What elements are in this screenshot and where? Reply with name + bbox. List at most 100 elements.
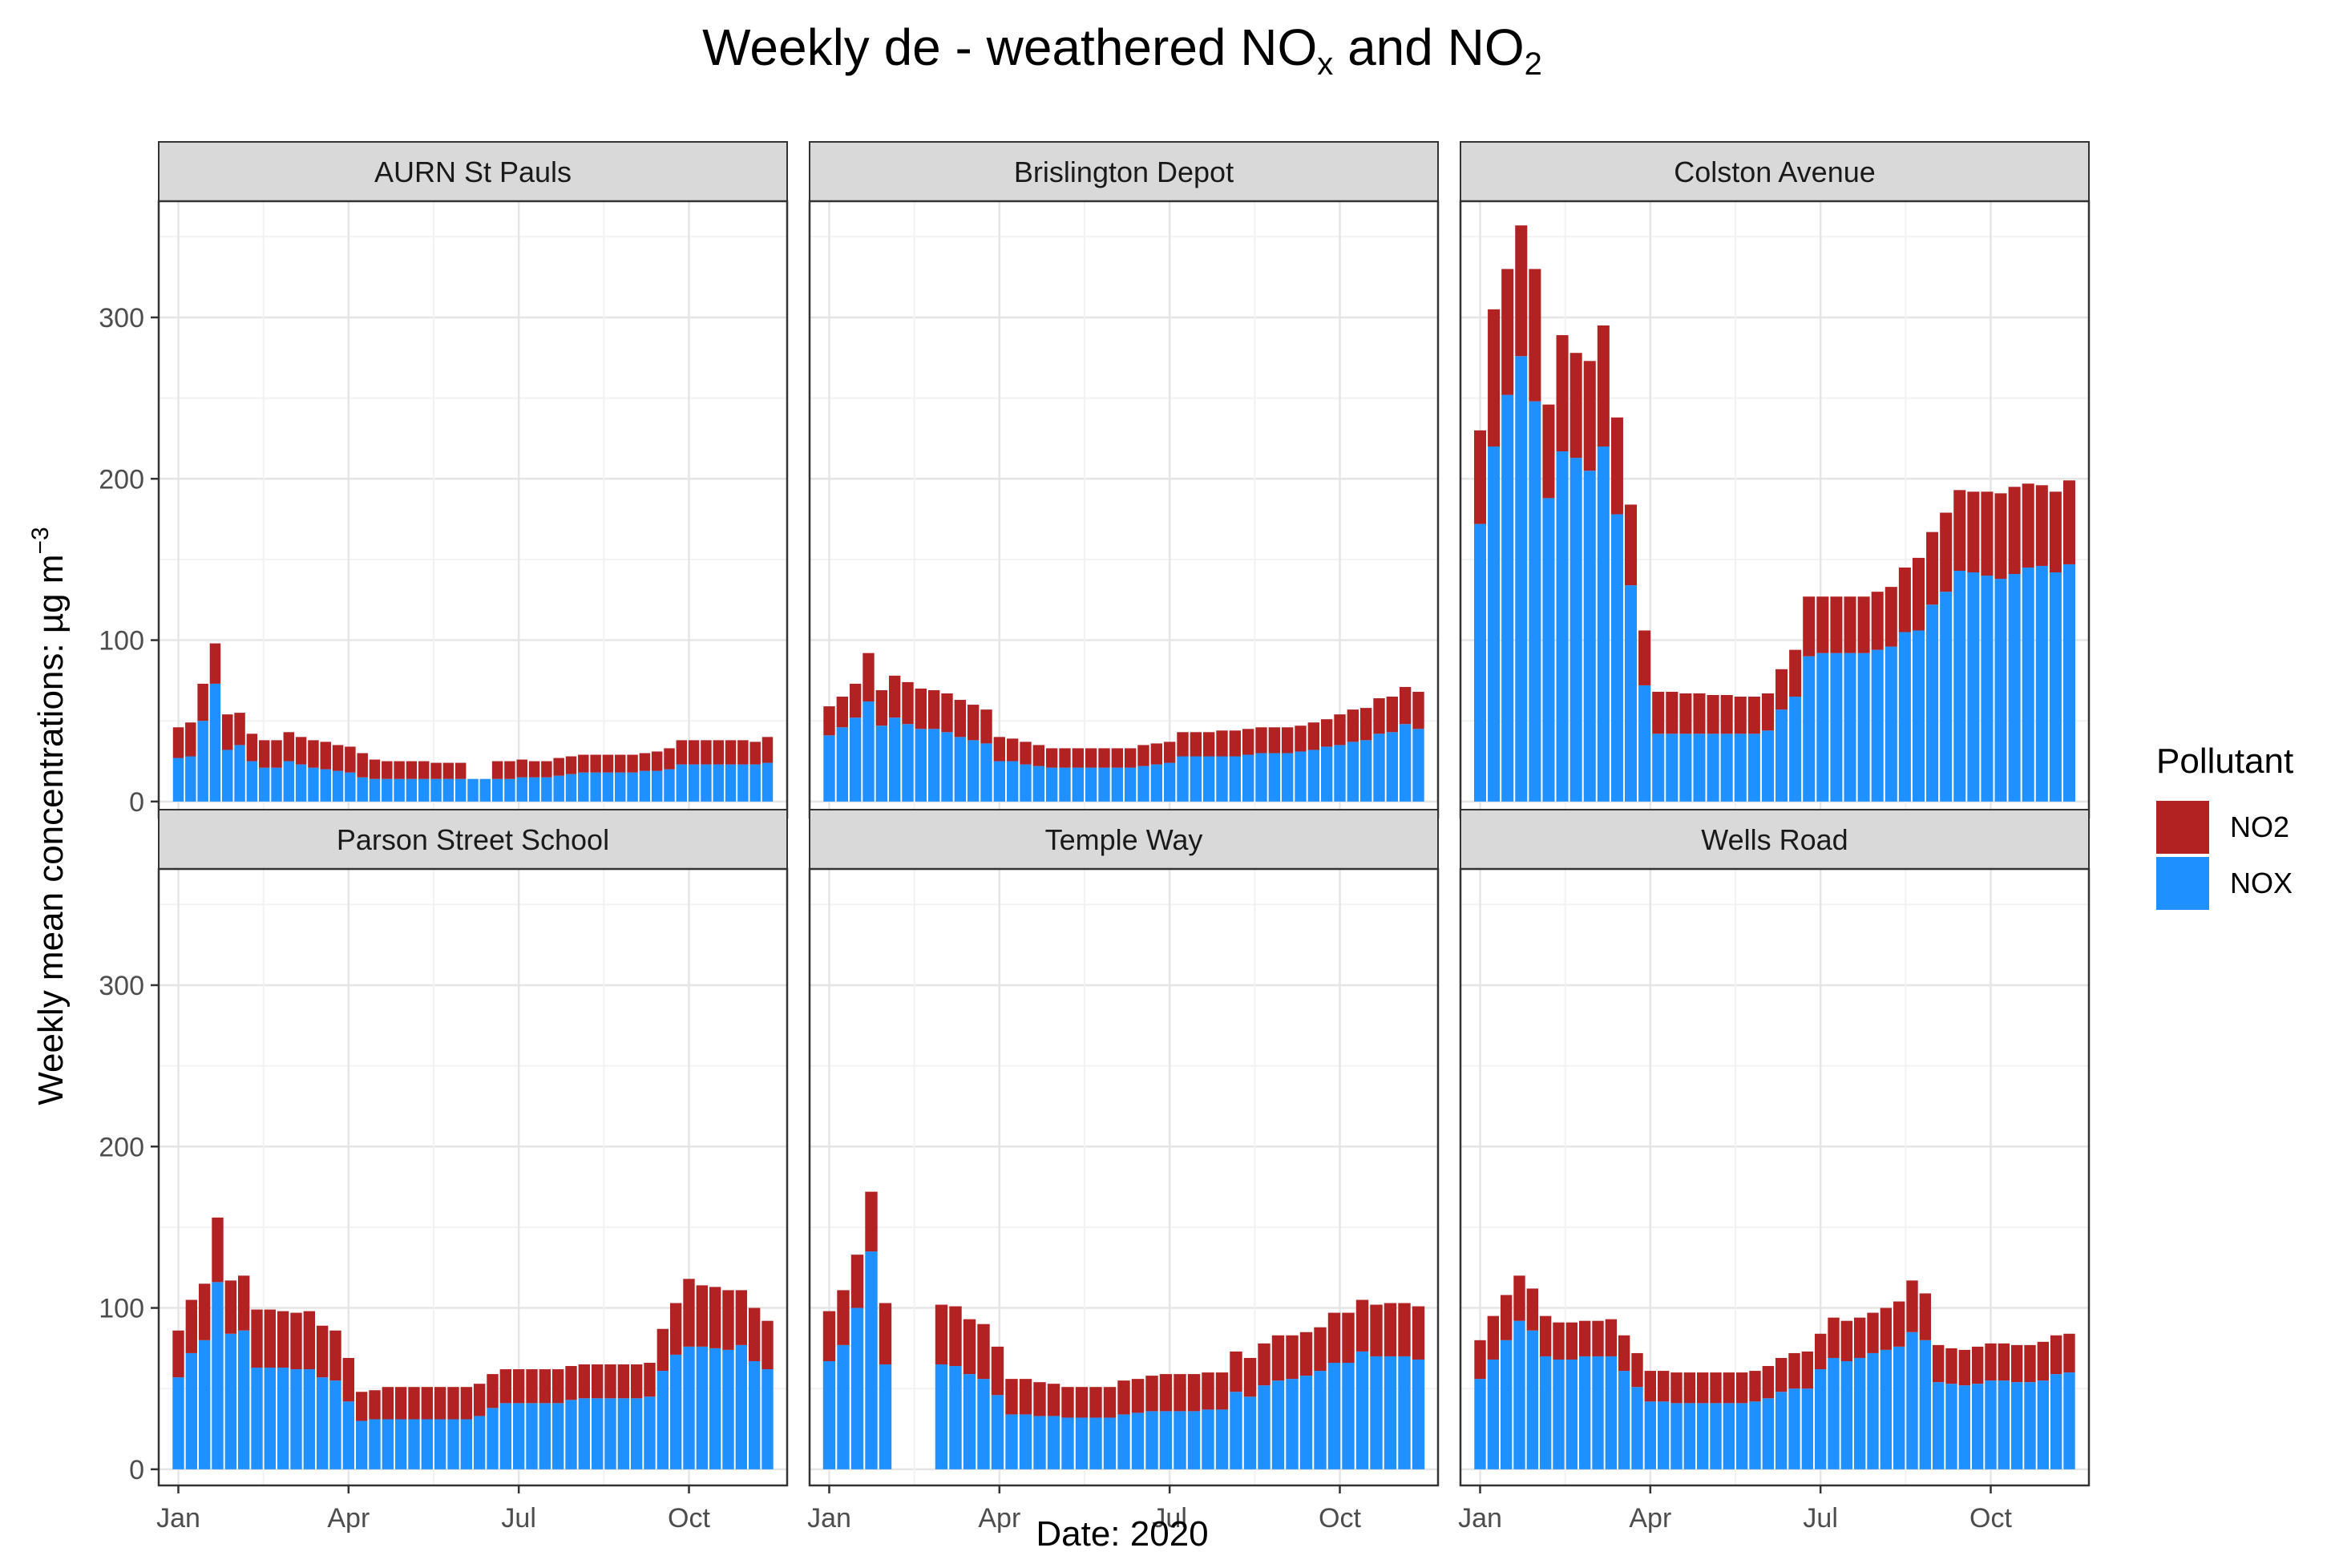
bar-no2	[1281, 727, 1294, 754]
bar-no2	[1334, 714, 1346, 746]
bar-no2	[1059, 748, 1071, 768]
bar-nox	[499, 1403, 512, 1469]
bar-nox	[1020, 764, 1032, 802]
bar-no2	[735, 1290, 748, 1345]
bar-nox	[578, 772, 589, 802]
bar-nox	[237, 1330, 250, 1469]
bar-no2	[1268, 727, 1281, 754]
bar-nox	[664, 769, 675, 802]
bar-no2	[454, 762, 467, 779]
bar-nox	[1271, 1380, 1285, 1469]
bar-no2	[185, 1299, 198, 1353]
bar-nox	[1006, 761, 1019, 802]
bar-nox	[1735, 1403, 1748, 1469]
bar-nox	[2037, 1380, 2050, 1469]
bar-no2	[473, 1384, 486, 1416]
bar-nox	[526, 1403, 538, 1469]
bar-no2	[1926, 531, 1939, 605]
bar-nox	[1314, 1371, 1327, 1469]
bar-nox	[713, 764, 724, 802]
bar-no2	[1075, 1387, 1089, 1418]
bar-no2	[1592, 1320, 1604, 1356]
bar-nox	[460, 1419, 473, 1469]
bar-nox	[676, 764, 688, 802]
bar-no2	[1912, 557, 1925, 631]
bar-nox	[2050, 1374, 2062, 1469]
bar-no2	[1474, 1340, 1486, 1380]
bar-nox	[1045, 767, 1058, 802]
bar-nox	[1327, 1363, 1341, 1469]
bar-nox	[382, 1419, 394, 1469]
bar-nox	[1844, 653, 1856, 802]
bar-no2	[1803, 596, 1816, 657]
bar-nox	[551, 1403, 564, 1469]
bar-no2	[539, 1369, 551, 1404]
bar-nox	[879, 1364, 892, 1469]
bar-no2	[1569, 353, 1582, 459]
bar-nox	[1710, 1403, 1722, 1469]
bar-nox	[1216, 756, 1228, 802]
bar-nox	[394, 778, 405, 802]
bar-no2	[1597, 325, 1610, 447]
bar-no2	[664, 748, 675, 770]
bar-no2	[332, 745, 344, 771]
bar-no2	[1295, 725, 1307, 752]
bar-nox	[1098, 767, 1110, 802]
bar-no2	[1307, 722, 1320, 750]
x-tick-label: Jan	[807, 1503, 851, 1534]
bar-nox	[850, 1307, 864, 1469]
bar-no2	[617, 1364, 630, 1399]
y-tick-label: 100	[99, 626, 144, 657]
bar-nox	[1578, 1356, 1591, 1469]
bar-no2	[418, 761, 430, 779]
bar-no2	[197, 683, 208, 721]
bar-no2	[1299, 1332, 1313, 1376]
bar-nox	[836, 727, 849, 802]
bar-no2	[251, 1309, 263, 1368]
bar-nox	[748, 1360, 761, 1469]
bar-no2	[303, 1311, 316, 1370]
bar-nox	[1906, 1332, 1918, 1469]
bar-no2	[1788, 1352, 1800, 1389]
bar-nox	[1501, 394, 1514, 802]
bar-no2	[1137, 745, 1149, 766]
bar-no2	[295, 737, 307, 765]
bar-nox	[1243, 1396, 1257, 1469]
bar-nox	[1215, 1409, 1229, 1469]
bar-no2	[683, 1279, 695, 1347]
bar-no2	[1159, 1374, 1173, 1412]
bar-nox	[991, 1395, 1004, 1469]
bar-no2	[1696, 1372, 1709, 1404]
bar-no2	[1089, 1387, 1102, 1418]
bar-no2	[1347, 709, 1359, 742]
facet-strip-label: Temple Way	[1045, 823, 1203, 856]
bar-nox	[1032, 766, 1045, 802]
bar-no2	[526, 1369, 538, 1404]
bar-no2	[977, 1324, 990, 1380]
bar-no2	[604, 1364, 616, 1399]
bar-nox	[1474, 1379, 1486, 1469]
bar-nox	[1103, 1417, 1117, 1469]
bar-no2	[2050, 1335, 2062, 1375]
bar-nox	[1085, 767, 1097, 802]
bar-no2	[329, 1330, 341, 1381]
bar-nox	[1202, 1409, 1214, 1469]
bar-no2	[2008, 487, 2021, 575]
bar-no2	[1229, 730, 1242, 757]
bar-no2	[1342, 1312, 1355, 1364]
bar-nox	[473, 1416, 486, 1469]
bar-nox	[630, 1398, 643, 1469]
bar-no2	[1370, 1304, 1383, 1356]
bar-nox	[1693, 733, 1706, 802]
bar-no2	[2049, 491, 2062, 573]
bar-no2	[1801, 1351, 1814, 1389]
bar-nox	[1556, 451, 1569, 802]
bar-nox	[1919, 1340, 1932, 1469]
bar-no2	[1734, 697, 1747, 734]
bar-no2	[627, 754, 638, 773]
bar-nox	[927, 729, 940, 802]
bar-nox	[1515, 356, 1528, 802]
y-tick-label: 300	[99, 303, 144, 333]
bar-nox	[2063, 1372, 2075, 1469]
